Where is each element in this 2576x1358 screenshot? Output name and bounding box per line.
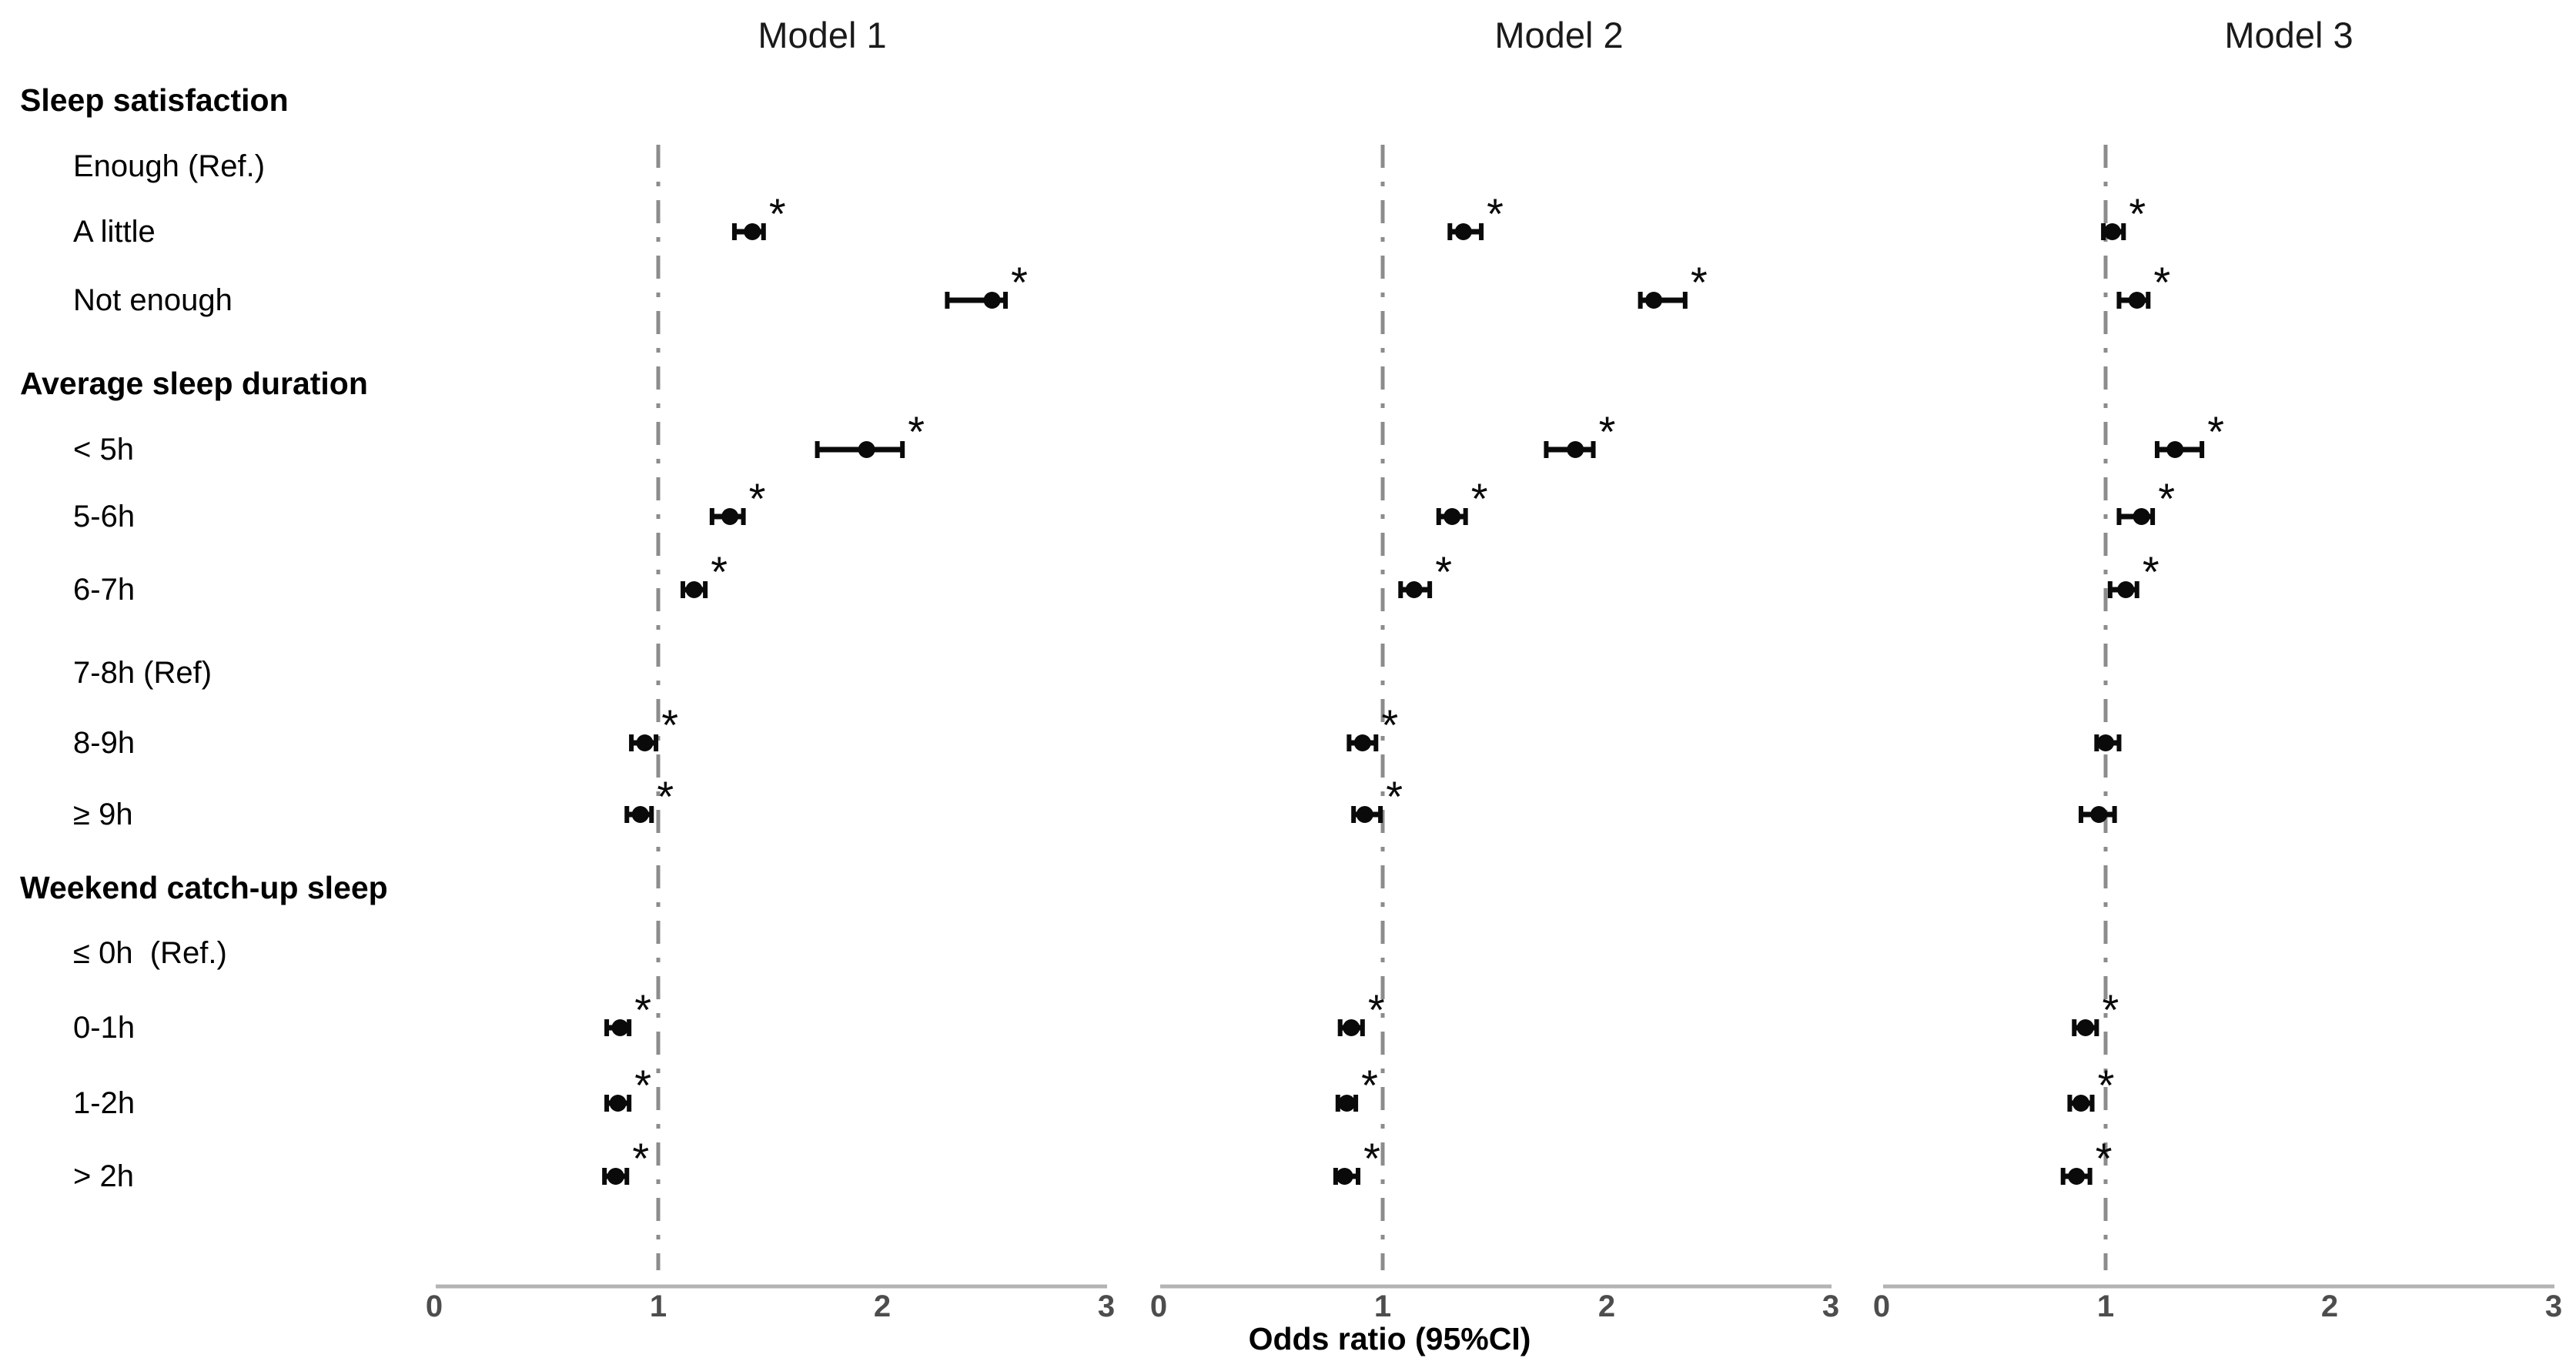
x-tick-model-2-0: 0 [1150, 1289, 1167, 1323]
x-tick-model-3-1: 1 [2097, 1289, 2114, 1323]
estimate-model-1-0-1h-point-marker [611, 1019, 629, 1036]
estimate-model-2-9h-point-marker [1356, 806, 1373, 823]
estimate-model-3-a-little-point-marker [2103, 223, 2121, 240]
estimate-model-1-0-1h-significance-asterisk: * [634, 985, 651, 1034]
row-label-7-8h-ref: 7-8h (Ref) [73, 655, 212, 690]
row-label-a-little: A little [73, 214, 156, 249]
estimate-model-3-1-2h-point-marker [2072, 1095, 2089, 1112]
estimate-model-3-0-1h-significance-asterisk: * [2102, 985, 2119, 1034]
group-label-weekend-catch-up-sleep: Weekend catch-up sleep [20, 869, 388, 905]
estimate-model-3-9h-point-marker [2090, 806, 2108, 823]
estimate-model-3-6-7h-point-marker [2117, 581, 2135, 598]
row-label-enough-ref: Enough (Ref.) [73, 149, 266, 183]
panel-title-model-2: Model 2 [1494, 15, 1624, 55]
x-tick-model-1-1: 1 [650, 1289, 667, 1323]
x-tick-model-1-2: 2 [874, 1289, 891, 1323]
x-tick-model-1-0: 0 [426, 1289, 443, 1323]
estimate-model-2-1-2h-point-marker [1338, 1095, 1356, 1112]
estimate-model-3-5-6h-point-marker [2133, 508, 2150, 525]
estimate-model-2-5-6h-point-marker [1444, 508, 1461, 525]
estimate-model-1-5-6h-significance-asterisk: * [749, 474, 766, 523]
estimate-model-1-2h-significance-asterisk: * [632, 1134, 649, 1182]
estimate-model-2-a-little-significance-asterisk: * [1487, 189, 1504, 238]
estimate-model-3-0-1h-point-marker [2076, 1019, 2094, 1036]
estimate-model-3-1-2h-significance-asterisk: * [2098, 1061, 2115, 1109]
row-label-2h: > 2h [73, 1159, 134, 1193]
estimate-model-1-1-2h-significance-asterisk: * [634, 1061, 651, 1109]
estimate-model-1-8-9h-significance-asterisk: * [661, 701, 678, 749]
estimate-model-1-9h-point-marker [631, 806, 649, 823]
estimate-model-1-a-little-significance-asterisk: * [769, 189, 786, 238]
estimate-model-3-5h-point-marker [2166, 441, 2184, 458]
estimate-model-2-1-2h-significance-asterisk: * [1361, 1061, 1378, 1109]
x-tick-model-3-2: 2 [2321, 1289, 2338, 1323]
estimate-model-1-9h-significance-asterisk: * [657, 772, 674, 821]
estimate-model-2-a-little-point-marker [1454, 223, 1472, 240]
x-axis-label: Odds ratio (95%CI) [1248, 1321, 1531, 1356]
estimate-model-1-a-little-point-marker [744, 223, 761, 240]
estimate-model-3-not-enough-point-marker [2128, 292, 2146, 309]
row-label-1-2h: 1-2h [73, 1085, 135, 1120]
estimate-model-1-5h-point-marker [858, 441, 875, 458]
estimate-model-2-2h-point-marker [1336, 1168, 1353, 1185]
group-label-average-sleep-duration: Average sleep duration [20, 365, 368, 401]
row-label-5h: < 5h [73, 432, 134, 467]
estimate-model-3-8-9h-point-marker [2097, 734, 2114, 751]
estimate-model-1-5h-significance-asterisk: * [908, 407, 925, 456]
estimate-model-1-8-9h-point-marker [636, 734, 654, 751]
panel-title-model-3: Model 3 [2224, 15, 2354, 55]
estimate-model-2-6-7h-point-marker [1405, 581, 1423, 598]
estimate-model-3-2h-point-marker [2068, 1168, 2086, 1185]
x-tick-model-2-3: 3 [1822, 1289, 1839, 1323]
x-tick-model-1-3: 3 [1098, 1289, 1115, 1323]
estimate-model-1-not-enough-point-marker [983, 292, 1001, 309]
estimate-model-2-not-enough-significance-asterisk: * [1691, 258, 1708, 306]
estimate-model-2-2h-significance-asterisk: * [1363, 1134, 1380, 1182]
row-label-not-enough: Not enough [73, 283, 233, 317]
x-tick-model-2-1: 1 [1374, 1289, 1391, 1323]
estimate-model-2-8-9h-point-marker [1353, 734, 1371, 751]
estimate-model-1-1-2h-point-marker [609, 1095, 627, 1112]
estimate-model-2-0-1h-significance-asterisk: * [1368, 985, 1385, 1034]
estimate-model-3-2h-significance-asterisk: * [2096, 1134, 2113, 1182]
estimate-model-1-6-7h-point-marker [685, 581, 703, 598]
estimate-model-2-8-9h-significance-asterisk: * [1381, 701, 1398, 749]
x-tick-model-3-3: 3 [2545, 1289, 2562, 1323]
estimate-model-2-5h-significance-asterisk: * [1599, 407, 1616, 456]
estimate-model-2-0-1h-point-marker [1343, 1019, 1360, 1036]
panel-title-model-1: Model 1 [758, 15, 887, 55]
estimate-model-3-6-7h-significance-asterisk: * [2143, 547, 2159, 596]
estimate-model-3-a-little-significance-asterisk: * [2129, 189, 2146, 238]
estimate-model-1-6-7h-significance-asterisk: * [711, 547, 728, 596]
estimate-model-2-9h-significance-asterisk: * [1386, 772, 1403, 821]
row-label-8-9h: 8-9h [73, 725, 135, 760]
estimate-model-2-not-enough-point-marker [1645, 292, 1663, 309]
estimate-model-3-5h-significance-asterisk: * [2207, 407, 2224, 456]
group-label-sleep-satisfaction: Sleep satisfaction [20, 82, 289, 118]
estimate-model-2-5h-point-marker [1567, 441, 1584, 458]
x-tick-model-3-0: 0 [1873, 1289, 1890, 1323]
row-label-0h-ref: ≤ 0h (Ref.) [73, 935, 227, 970]
row-label-0-1h: 0-1h [73, 1010, 135, 1045]
estimate-model-3-not-enough-significance-asterisk: * [2153, 258, 2170, 306]
estimate-model-1-not-enough-significance-asterisk: * [1011, 258, 1028, 306]
row-label-9h: ≥ 9h [73, 797, 133, 831]
estimate-model-3-5-6h-significance-asterisk: * [2158, 474, 2175, 523]
estimate-model-1-2h-point-marker [607, 1168, 624, 1185]
estimate-model-2-6-7h-significance-asterisk: * [1435, 547, 1452, 596]
x-tick-model-2-2: 2 [1598, 1289, 1615, 1323]
row-label-5-6h: 5-6h [73, 499, 135, 534]
estimate-model-2-5-6h-significance-asterisk: * [1471, 474, 1488, 523]
row-label-6-7h: 6-7h [73, 572, 135, 607]
estimate-model-1-5-6h-point-marker [721, 508, 739, 525]
